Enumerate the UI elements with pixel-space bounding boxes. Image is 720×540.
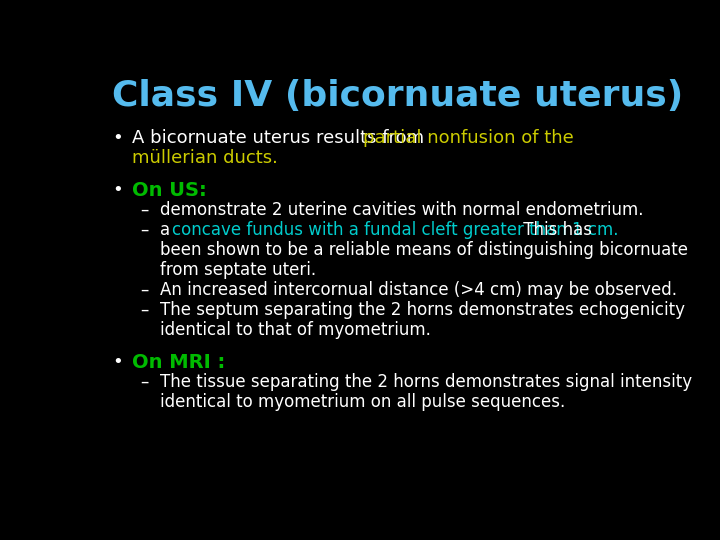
Text: –: – — [140, 221, 148, 239]
Text: concave fundus with a fundal cleft greater than 1 cm.: concave fundus with a fundal cleft great… — [171, 221, 618, 239]
Text: •: • — [112, 129, 123, 147]
Text: demonstrate 2 uterine cavities with normal endometrium.: demonstrate 2 uterine cavities with norm… — [160, 201, 643, 219]
Text: –: – — [140, 373, 148, 391]
Text: identical to myometrium on all pulse sequences.: identical to myometrium on all pulse seq… — [160, 393, 565, 411]
Text: On US:: On US: — [132, 181, 207, 200]
Text: –: – — [140, 301, 148, 319]
Text: from septate uteri.: from septate uteri. — [160, 261, 316, 279]
Text: müllerian ducts.: müllerian ducts. — [132, 149, 278, 167]
Text: –: – — [140, 281, 148, 299]
Text: Class IV (bicornuate uterus): Class IV (bicornuate uterus) — [112, 79, 683, 113]
Text: The tissue separating the 2 horns demonstrates signal intensity: The tissue separating the 2 horns demons… — [160, 373, 692, 391]
Text: been shown to be a reliable means of distinguishing bicornuate: been shown to be a reliable means of dis… — [160, 241, 688, 259]
Text: –: – — [140, 201, 148, 219]
Text: identical to that of myometrium.: identical to that of myometrium. — [160, 321, 431, 339]
Text: a: a — [160, 221, 175, 239]
Text: partial nonfusion of the: partial nonfusion of the — [363, 129, 573, 147]
Text: On MRI :: On MRI : — [132, 353, 225, 372]
Text: This has: This has — [518, 221, 592, 239]
Text: An increased intercornual distance (>4 cm) may be observed.: An increased intercornual distance (>4 c… — [160, 281, 677, 299]
Text: A bicornuate uterus results from: A bicornuate uterus results from — [132, 129, 430, 147]
Text: •: • — [112, 353, 123, 371]
Text: •: • — [112, 181, 123, 199]
Text: The septum separating the 2 horns demonstrates echogenicity: The septum separating the 2 horns demons… — [160, 301, 685, 319]
